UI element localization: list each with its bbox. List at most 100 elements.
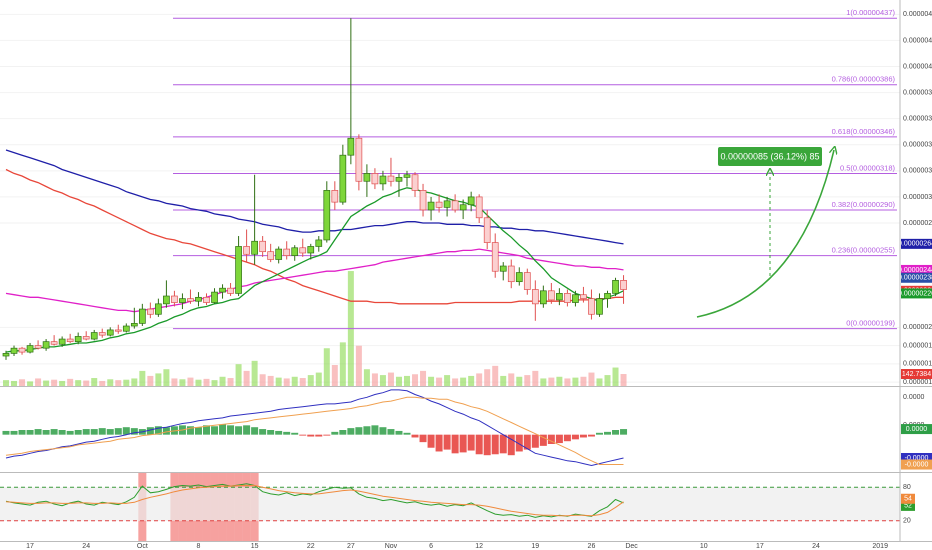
candle-body [74, 336, 82, 343]
macd-histogram [227, 425, 235, 435]
volume-bar [379, 375, 386, 386]
volume-bar [299, 378, 306, 386]
volume-bar [412, 374, 419, 386]
macd-histogram [587, 434, 595, 437]
candle-body [371, 173, 379, 185]
candle-body [355, 137, 363, 182]
volume-bar [564, 378, 571, 386]
macd-histogram [347, 428, 355, 435]
candle-body [163, 295, 170, 305]
candle-body [42, 341, 50, 349]
x-tick-label: 6 [429, 543, 433, 550]
fib-label: 0.5(0.00000318) [840, 163, 896, 172]
macd-histogram [219, 424, 227, 435]
macd-histogram [475, 434, 483, 455]
macd-histogram [74, 430, 82, 435]
candle-body [195, 296, 202, 302]
volume-bar [484, 369, 491, 386]
macd-histogram [555, 434, 563, 444]
rsi-tag-label: 52 [904, 503, 912, 510]
volume-bar [203, 378, 210, 386]
candle-body [2, 353, 10, 357]
macd-histogram [251, 427, 259, 435]
macd-histogram [435, 434, 443, 452]
candle-body [18, 347, 26, 353]
volume-bar [59, 380, 66, 386]
volume-bar [139, 370, 146, 386]
macd-histogram [2, 430, 10, 435]
y-tick-label: 0.00000280 [903, 220, 932, 227]
candle-body [459, 204, 467, 211]
macd-histogram [339, 430, 347, 435]
volume-bar [532, 370, 539, 386]
y-tick-label: 80 [903, 484, 911, 491]
candle-body [106, 329, 114, 336]
volume-bar [492, 365, 499, 386]
macd-histogram [315, 434, 323, 437]
volume-bar [19, 379, 26, 386]
price-tag-label: 0.00000264 [898, 241, 932, 248]
macd-histogram [507, 434, 515, 456]
volume-bar [43, 380, 50, 386]
volume-bar [195, 379, 202, 386]
macd-histogram [483, 434, 491, 456]
macd-histogram [604, 431, 611, 435]
volume-bar [508, 373, 515, 386]
candle-body [98, 332, 106, 336]
macd-histogram [371, 425, 379, 435]
macd-histogram [26, 430, 34, 435]
macd-histogram [235, 426, 243, 435]
macd-histogram [203, 425, 210, 435]
moving-average [5, 248, 624, 313]
macd-histogram [243, 425, 251, 435]
candle-body [147, 308, 154, 315]
rsi-tag [901, 500, 915, 511]
volume-bar [251, 360, 258, 386]
volume-bar [259, 374, 266, 386]
plot-layer: 0.00000440 0.00000420 0.00000400 0.00000380… [0, 8, 932, 550]
macd-histogram [122, 427, 130, 435]
volume-bar [323, 348, 330, 386]
volume-bar [460, 377, 467, 386]
price-tag-label: 0.00000244 [898, 267, 932, 274]
y-tick-label: 0.00000158 [903, 379, 932, 386]
moving-average [5, 149, 624, 245]
macd-histogram [620, 429, 628, 435]
macd-histogram [395, 430, 403, 435]
macd-histogram [130, 428, 138, 435]
candle-body [491, 242, 499, 272]
candle-body [26, 345, 34, 353]
volume-bar [331, 365, 338, 386]
rsi-tag [901, 493, 915, 504]
macd-histogram [531, 434, 539, 448]
volume-bar [315, 372, 322, 386]
candle-body [427, 201, 435, 211]
volume-bar [428, 376, 435, 386]
candle-body [243, 246, 250, 255]
candle-body [419, 190, 427, 211]
x-tick-label: 26 [588, 543, 596, 550]
candle-body [171, 295, 178, 303]
candle-body [323, 190, 331, 241]
x-tick-label: 22 [307, 543, 315, 550]
macd-histogram [419, 434, 427, 443]
macd-histogram [467, 434, 475, 451]
projection-arrow [696, 150, 834, 318]
volume-bar [227, 378, 234, 386]
volume-bar [452, 378, 459, 386]
candle-body [467, 196, 475, 206]
candle-body [395, 177, 403, 182]
x-tick-label: 24 [812, 543, 820, 550]
candle-body [531, 289, 539, 305]
candle-body [58, 338, 66, 345]
macd-histogram [547, 434, 555, 444]
macd-histogram [411, 434, 419, 438]
candle-body [227, 287, 234, 294]
macd-line [5, 396, 624, 465]
candle-body [572, 294, 579, 303]
macd-histogram [106, 429, 114, 435]
price-tag [901, 238, 932, 249]
candle-body [267, 251, 275, 260]
volume-bar [131, 378, 138, 386]
